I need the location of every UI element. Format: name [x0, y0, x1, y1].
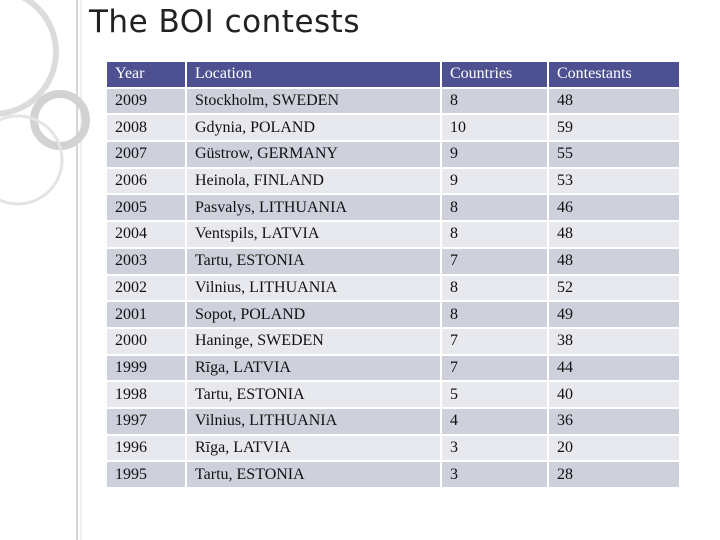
countries-cell: 7	[442, 355, 547, 381]
boi-contests-table: Year Location Countries Contestants 2009…	[105, 60, 681, 489]
table-header-row: Year Location Countries Contestants	[107, 62, 679, 87]
contestants-cell: 38	[549, 328, 679, 354]
contestants-cell: 53	[549, 168, 679, 194]
year-cell: 1995	[107, 462, 185, 487]
contestants-cell: 59	[549, 115, 679, 141]
countries-cell: 8	[442, 222, 547, 247]
location-cell: Güstrow, GERMANY	[187, 142, 440, 167]
year-cell: 1998	[107, 382, 185, 407]
countries-cell: 5	[442, 382, 547, 407]
location-cell: Gdynia, POLAND	[187, 115, 440, 141]
location-cell: Sopot, POLAND	[187, 302, 440, 327]
year-cell: 1997	[107, 408, 185, 434]
contestants-cell: 55	[549, 142, 679, 167]
countries-cell: 10	[442, 115, 547, 141]
location-cell: Rīga, LATVIA	[187, 355, 440, 381]
location-cell: Haninge, SWEDEN	[187, 328, 440, 354]
countries-cell: 7	[442, 328, 547, 354]
location-cell: Tartu, ESTONIA	[187, 462, 440, 487]
year-cell: 2008	[107, 115, 185, 141]
year-cell: 2005	[107, 195, 185, 221]
location-cell: Stockholm, SWEDEN	[187, 88, 440, 114]
location-cell: Rīga, LATVIA	[187, 435, 440, 461]
countries-cell: 8	[442, 275, 547, 301]
year-cell: 2003	[107, 248, 185, 274]
contestants-cell: 48	[549, 88, 679, 114]
location-cell: Tartu, ESTONIA	[187, 248, 440, 274]
location-cell: Pasvalys, LITHUANIA	[187, 195, 440, 221]
countries-cell: 8	[442, 195, 547, 221]
year-cell: 1999	[107, 355, 185, 381]
contestants-cell: 46	[549, 195, 679, 221]
contestants-cell: 48	[549, 222, 679, 247]
countries-cell: 8	[442, 88, 547, 114]
table-row: 1997 Vilnius, LITHUANIA 4 36	[107, 408, 679, 434]
year-cell: 2004	[107, 222, 185, 247]
contestants-cell: 49	[549, 302, 679, 327]
column-header-contestants: Contestants	[549, 62, 679, 87]
countries-cell: 9	[442, 142, 547, 167]
contestants-cell: 40	[549, 382, 679, 407]
table-row: 2004 Ventspils, LATVIA 8 48	[107, 222, 679, 247]
column-header-countries: Countries	[442, 62, 547, 87]
year-cell: 2001	[107, 302, 185, 327]
table-row: 2009 Stockholm, SWEDEN 8 48	[107, 88, 679, 114]
decorative-rings	[0, 0, 90, 540]
year-cell: 2006	[107, 168, 185, 194]
table-body: 2009 Stockholm, SWEDEN 8 48 2008 Gdynia, POLA…	[107, 88, 679, 487]
table-row: 1999 Rīga, LATVIA 7 44	[107, 355, 679, 381]
countries-cell: 3	[442, 462, 547, 487]
contestants-cell: 28	[549, 462, 679, 487]
year-cell: 2002	[107, 275, 185, 301]
countries-cell: 7	[442, 248, 547, 274]
table-row: 2008 Gdynia, POLAND 10 59	[107, 115, 679, 141]
countries-cell: 8	[442, 302, 547, 327]
location-cell: Ventspils, LATVIA	[187, 222, 440, 247]
table-row: 2003 Tartu, ESTONIA 7 48	[107, 248, 679, 274]
countries-cell: 3	[442, 435, 547, 461]
location-cell: Tartu, ESTONIA	[187, 382, 440, 407]
table-row: 2001 Sopot, POLAND 8 49	[107, 302, 679, 327]
year-cell: 1996	[107, 435, 185, 461]
table-row: 1995 Tartu, ESTONIA 3 28	[107, 462, 679, 487]
year-cell: 2007	[107, 142, 185, 167]
contestants-cell: 48	[549, 248, 679, 274]
countries-cell: 4	[442, 408, 547, 434]
year-cell: 2009	[107, 88, 185, 114]
table-row: 2006 Heinola, FINLAND 9 53	[107, 168, 679, 194]
column-header-year: Year	[107, 62, 185, 87]
table-row: 1998 Tartu, ESTONIA 5 40	[107, 382, 679, 407]
location-cell: Heinola, FINLAND	[187, 168, 440, 194]
column-header-location: Location	[187, 62, 440, 87]
contestants-cell: 52	[549, 275, 679, 301]
location-cell: Vilnius, LITHUANIA	[187, 408, 440, 434]
slide-title: The BOI contests	[89, 4, 360, 40]
countries-cell: 9	[442, 168, 547, 194]
table-row: 2007 Güstrow, GERMANY 9 55	[107, 142, 679, 167]
year-cell: 2000	[107, 328, 185, 354]
contestants-cell: 36	[549, 408, 679, 434]
contestants-cell: 44	[549, 355, 679, 381]
table-row: 2000 Haninge, SWEDEN 7 38	[107, 328, 679, 354]
contestants-cell: 20	[549, 435, 679, 461]
table-row: 1996 Rīga, LATVIA 3 20	[107, 435, 679, 461]
table-row: 2002 Vilnius, LITHUANIA 8 52	[107, 275, 679, 301]
table-row: 2005 Pasvalys, LITHUANIA 8 46	[107, 195, 679, 221]
location-cell: Vilnius, LITHUANIA	[187, 275, 440, 301]
